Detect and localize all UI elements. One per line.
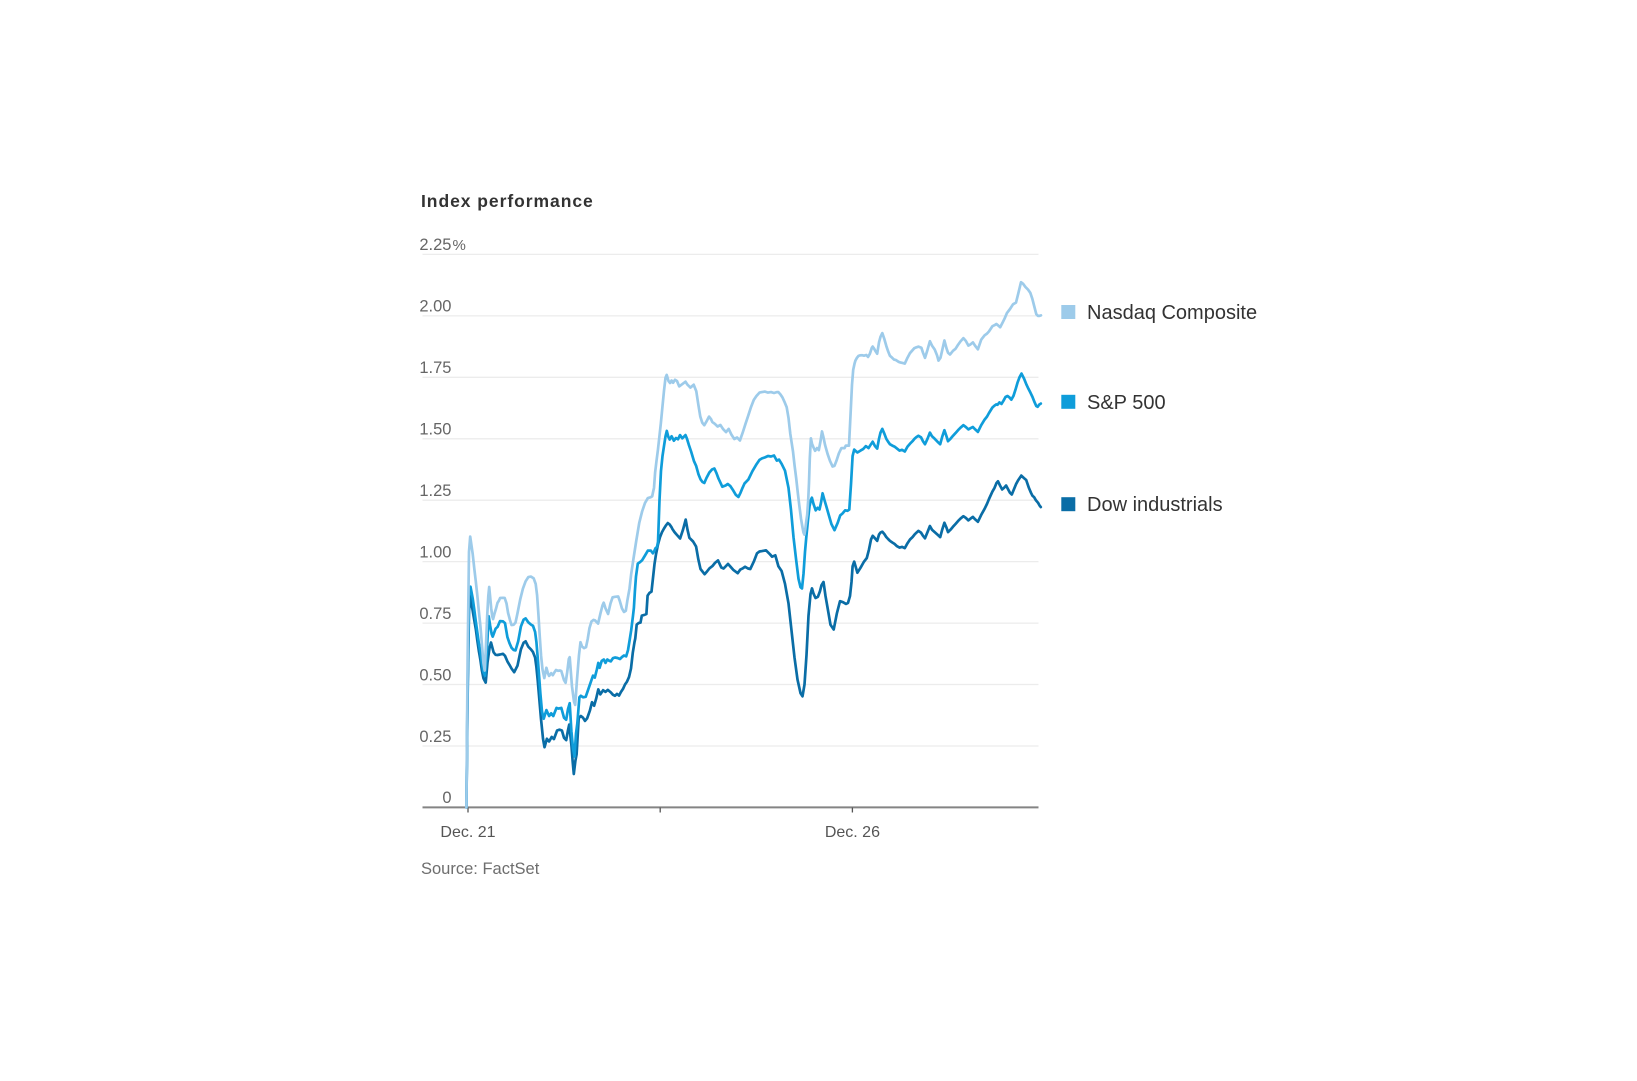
svg-text:0: 0	[442, 789, 451, 807]
svg-text:1.75: 1.75	[419, 359, 451, 377]
svg-text:Dow industrials: Dow industrials	[1087, 494, 1223, 516]
svg-text:Dec. 26: Dec. 26	[825, 824, 880, 841]
svg-text:2.25: 2.25	[419, 236, 451, 254]
svg-text:1.25: 1.25	[419, 482, 451, 500]
svg-text:%: %	[453, 237, 466, 254]
svg-text:Nasdaq Composite: Nasdaq Composite	[1087, 302, 1257, 324]
svg-text:2.00: 2.00	[419, 298, 451, 316]
svg-text:Dec. 21: Dec. 21	[440, 824, 495, 841]
svg-text:Index performance: Index performance	[421, 191, 594, 211]
svg-text:1.00: 1.00	[419, 543, 451, 561]
svg-text:0.50: 0.50	[419, 666, 451, 684]
svg-text:Source: FactSet: Source: FactSet	[421, 860, 540, 878]
svg-text:0.25: 0.25	[419, 728, 451, 746]
svg-text:0.75: 0.75	[419, 605, 451, 623]
svg-text:1.50: 1.50	[419, 421, 451, 439]
svg-text:S&P 500: S&P 500	[1087, 392, 1166, 414]
